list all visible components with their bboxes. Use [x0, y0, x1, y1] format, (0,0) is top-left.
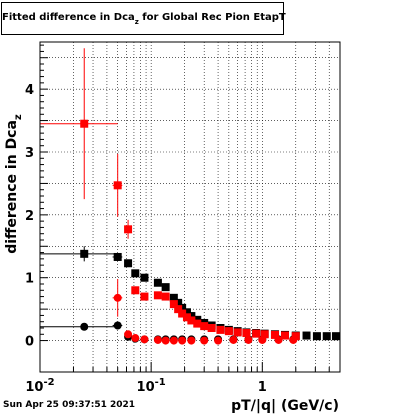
y-tick-label: 3 [25, 146, 34, 161]
y-tick-label: 1 [25, 272, 34, 287]
data-point-square [312, 332, 321, 341]
y-axis-title-main: difference in Dca [4, 120, 20, 254]
data-point-circle [80, 322, 89, 331]
data-point-square [169, 300, 178, 309]
data-point-circle [229, 335, 238, 344]
data-point-square [291, 332, 300, 341]
x-tick-label: 10-2 [25, 377, 54, 395]
data-point-square [161, 283, 170, 292]
chart-title-subscript: z [134, 18, 139, 26]
data-point-square [302, 331, 311, 340]
y-tick-label: 0 [25, 335, 34, 350]
data-point-square [153, 278, 162, 287]
data-point-square [153, 291, 162, 300]
data-points [40, 48, 340, 345]
data-point-square [131, 269, 140, 278]
data-point-circle [140, 335, 149, 344]
data-point-square [131, 286, 140, 295]
data-point-circle [187, 336, 196, 345]
data-point-square [207, 324, 216, 332]
data-point-square [322, 332, 331, 341]
data-point-square [178, 309, 187, 318]
x-tick-label: 1 [258, 380, 267, 395]
chart-title-suffix: for Global Rec Pion EtapT [138, 12, 286, 23]
data-point-circle [124, 330, 133, 339]
data-point-circle [113, 293, 122, 302]
data-point-square [80, 249, 89, 258]
data-point-circle [113, 321, 122, 330]
data-point-square [216, 325, 225, 334]
data-point-square [260, 330, 269, 339]
data-point-circle [153, 335, 162, 344]
timestamp: Sun Apr 25 09:37:51 2021 [3, 400, 136, 410]
data-point-circle [169, 336, 178, 345]
y-axis-title-subscript: z [13, 114, 24, 120]
data-point-circle [178, 336, 187, 345]
data-point-square [140, 292, 149, 301]
data-point-square [124, 259, 133, 268]
data-point-square [200, 322, 209, 331]
data-point-circle [200, 336, 209, 345]
data-point-circle [274, 335, 283, 344]
data-point-square [270, 330, 279, 339]
data-point-square [252, 329, 261, 338]
data-point-square [113, 252, 122, 261]
data-point-circle [258, 335, 267, 344]
data-point-square [169, 293, 178, 302]
chart-title: Fitted difference in Dcaz for Global Rec… [2, 12, 286, 26]
data-point-square [242, 329, 251, 338]
data-point-square [187, 316, 196, 325]
y-tick-label: 4 [25, 83, 34, 98]
data-point-square [80, 119, 89, 128]
data-point-square [113, 181, 122, 190]
data-point-square [124, 225, 133, 234]
data-point-circle [161, 336, 170, 345]
title-box: Fitted difference in Dcaz for Global Rec… [1, 2, 286, 35]
data-point-square [182, 308, 191, 317]
data-point-square [174, 305, 183, 314]
svg-text:difference in Dcaz: difference in Dcaz [4, 114, 24, 254]
y-axis-title: difference in Dcaz [4, 114, 24, 254]
data-point-square [233, 328, 242, 337]
data-point-circle [214, 336, 223, 345]
data-point-circle [131, 334, 140, 343]
data-point-square [224, 327, 233, 336]
data-point-square [182, 313, 191, 322]
x-tick-label: 10-1 [137, 377, 166, 395]
data-point-square [280, 331, 289, 340]
data-point-square [161, 292, 170, 301]
data-point-square [174, 298, 183, 307]
y-tick-label: 2 [25, 209, 34, 224]
data-point-square [187, 312, 196, 321]
axes: 10-2 10-1 1 0 1 2 3 4 [25, 44, 341, 395]
data-point-square [331, 332, 340, 341]
data-point-square [140, 273, 149, 282]
plot-frame [39, 41, 341, 373]
x-axis-title: pT/|q| (GeV/c) [231, 398, 339, 414]
data-point-square [193, 319, 202, 328]
data-point-circle [244, 335, 253, 344]
chart-title-main: Fitted difference in Dca [2, 12, 135, 23]
grid [39, 42, 341, 372]
data-point-circle [289, 335, 298, 344]
